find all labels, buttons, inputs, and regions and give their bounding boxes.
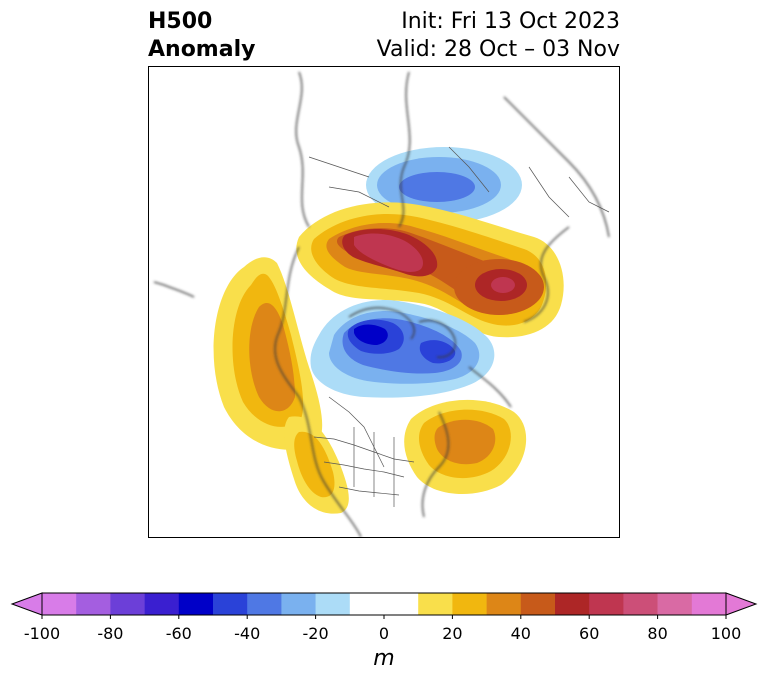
colorbar-tick-label: 80 xyxy=(647,624,668,643)
init-time: Init: Fri 13 Oct 2023 xyxy=(401,9,620,34)
canadian-archipelago-trough xyxy=(310,300,495,398)
colorbar-segment xyxy=(657,593,693,615)
colorbar-segment xyxy=(178,593,214,615)
colorbar-segment xyxy=(589,593,624,615)
colorbar-segment xyxy=(349,593,419,615)
colorbar-segment xyxy=(281,593,316,615)
colorbar-tick-label: 100 xyxy=(710,624,742,643)
colorbar-segment xyxy=(623,593,658,615)
valid-time: Valid: 28 Oct – 03 Nov xyxy=(376,37,620,62)
colorbar-segment xyxy=(555,593,590,615)
colorbar-segment xyxy=(452,593,487,615)
colorbar-tick-label: -100 xyxy=(23,624,61,643)
colorbar-tick-label: -60 xyxy=(165,624,192,643)
colorbar-extend-high xyxy=(725,592,758,616)
colorbar-tick-label: 20 xyxy=(442,624,463,643)
colorbar xyxy=(10,592,758,619)
title-right: Init: Fri 13 Oct 2023 Valid: 28 Oct – 03… xyxy=(377,8,620,64)
colorbar-segment xyxy=(520,593,556,615)
field-name: Anomaly xyxy=(148,37,256,62)
colorbar-segment xyxy=(76,593,111,615)
colorbar-segment xyxy=(144,593,180,615)
colorbar-unit-label: m xyxy=(373,646,395,671)
colorbar-segment xyxy=(315,593,351,615)
colorbar-segment xyxy=(247,593,282,615)
colorbar-segment xyxy=(486,593,522,615)
colorbar-tick-label: 40 xyxy=(510,624,531,643)
colorbar-tick-label: 60 xyxy=(579,624,600,643)
colorbar-segment xyxy=(418,593,453,615)
colorbar-segment xyxy=(110,593,145,615)
colorbar-tick-label: -80 xyxy=(97,624,124,643)
map-canvas xyxy=(153,71,610,537)
colorbar-extend-low xyxy=(10,592,43,616)
variable-name: H500 xyxy=(148,9,213,34)
anomaly-map xyxy=(148,66,620,538)
colorbar-segment xyxy=(213,593,248,615)
colorbar-segment xyxy=(42,593,77,615)
colorbar-tick-label: -40 xyxy=(234,624,261,643)
colorbar-tick-label: 0 xyxy=(378,624,390,643)
western-atlantic-ridge xyxy=(404,399,527,495)
colorbar-segment xyxy=(691,593,727,615)
coastlines xyxy=(153,71,610,537)
colorbar-tick-label: -20 xyxy=(302,624,329,643)
political-borders xyxy=(308,146,610,507)
title-left: H500 Anomaly xyxy=(148,8,255,64)
alaska-pacific-ridge xyxy=(213,257,323,450)
east-siberia-ridge xyxy=(454,259,544,315)
